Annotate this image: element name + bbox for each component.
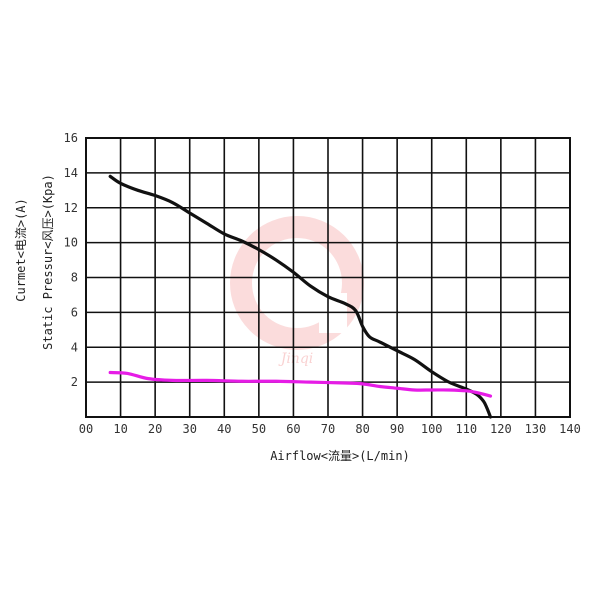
y-tick-label: 2: [71, 375, 78, 389]
y-axis-label-current: Curmet<电流>(A): [14, 198, 28, 301]
x-tick-label: 10: [113, 422, 127, 436]
watermark-logo: Jinqi: [230, 216, 364, 367]
pressure-series-line: [108, 174, 493, 419]
watermark-text: Jinqi: [278, 351, 314, 367]
x-tick-label: 60: [286, 422, 300, 436]
x-tick-label: 40: [217, 422, 231, 436]
x-axis-ticks: 00 10 20 30 40 50 60 70 80 90 100 110 120 130 140: [79, 422, 581, 436]
y-tick-label: 14: [64, 166, 78, 180]
x-tick-label: 20: [148, 422, 162, 436]
x-tick-label: 00: [79, 422, 93, 436]
x-tick-label: 110: [455, 422, 477, 436]
y-axis-label: Static Pressur<风压>(Kpa): [41, 174, 55, 350]
x-tick-label: 90: [390, 422, 404, 436]
x-tick-label: 140: [559, 422, 581, 436]
x-axis-label: Airflow<流量>(L/min): [270, 449, 410, 463]
y-tick-label: 16: [64, 131, 78, 145]
x-tick-label: 120: [490, 422, 512, 436]
x-tick-label: 100: [421, 422, 443, 436]
chart-grid: [85, 137, 571, 418]
series-layer: [108, 174, 493, 419]
x-tick-label: 70: [321, 422, 335, 436]
x-tick-label: 80: [355, 422, 369, 436]
y-tick-label: 8: [71, 271, 78, 285]
y-tick-label: 10: [64, 236, 78, 250]
y-tick-label: 4: [71, 340, 78, 354]
current-series-line: [108, 370, 493, 398]
y-tick-label: 12: [64, 201, 78, 215]
y-axis-ticks: 16 14 12 10 8 6 4 2: [64, 131, 78, 389]
x-tick-label: 50: [252, 422, 266, 436]
watermark-ring: [230, 216, 364, 350]
x-tick-label: 130: [525, 422, 547, 436]
x-tick-label: 30: [182, 422, 196, 436]
plot-frame: [85, 137, 571, 418]
y-tick-label: 6: [71, 305, 78, 319]
